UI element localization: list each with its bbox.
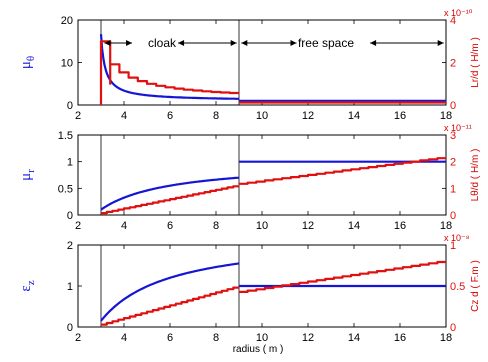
left-y-tick-label: 1.5 <box>58 130 73 142</box>
left-y-tick-label: 1 <box>67 281 73 293</box>
x-tick-label: 2 <box>75 332 81 344</box>
left-y-tick-label: 0 <box>67 322 73 334</box>
x-tick-label: 14 <box>348 220 360 232</box>
x-tick-label: 2 <box>75 220 81 232</box>
right-y-tick-label: 3 <box>450 130 456 142</box>
x-tick-label: 12 <box>302 110 314 122</box>
left-y-tick-label: 2 <box>67 240 73 252</box>
free-space-arrow-left-right-arrowhead <box>290 40 297 46</box>
left-y-axis-label: μr <box>18 169 37 181</box>
cloak-arrow-left-left-arrowhead <box>104 40 111 46</box>
left-y-tick-label: 20 <box>61 15 73 27</box>
annotations: cloak free space <box>104 36 444 50</box>
series-mu_r-segment-1 <box>100 176 240 211</box>
left-y-axis-label: μθ <box>18 56 37 69</box>
x-tick-label: 6 <box>167 332 173 344</box>
series-L_theta_staircase-segment-1 <box>101 185 239 215</box>
cloak-arrow-right-right-arrowhead <box>230 40 237 46</box>
x-tick-label: 18 <box>440 110 452 122</box>
x-tick-label: 8 <box>213 332 219 344</box>
right-y-tick-label: 2 <box>450 58 456 70</box>
series-C_z_staircase-segment-1 <box>101 286 239 326</box>
right-y-axis-label: Lr/d ( H/m ) <box>470 37 481 88</box>
series-L_r_staircase-segment-1 <box>99 40 239 105</box>
series-L_theta_staircase-segment-2 <box>239 157 446 185</box>
left-y-tick-label: 0 <box>67 100 73 112</box>
x-tick-label: 12 <box>302 332 314 344</box>
series-mu_theta-segment-1 <box>99 34 239 100</box>
right-y-tick-label: 0 <box>450 100 456 112</box>
x-tick-label: 4 <box>121 332 127 344</box>
annotation-free-space: free space <box>298 36 354 50</box>
x-tick-label: 10 <box>256 110 268 122</box>
left-y-axis-label: εz <box>18 280 37 291</box>
x-tick-label: 10 <box>256 332 268 344</box>
right-y-axis-label: Cz d ( F.m ) <box>470 260 481 312</box>
right-y-tick-label: 2 <box>450 157 456 169</box>
free-space-arrow-right-left-arrowhead <box>370 40 377 46</box>
annotation-cloak: cloak <box>148 36 177 50</box>
x-tick-label: 8 <box>213 220 219 232</box>
right-y-tick-label: 0 <box>450 322 456 334</box>
series-C_z_staircase-segment-2 <box>239 260 446 293</box>
right-y-tick-label: 1 <box>450 183 456 195</box>
series-eps_z-segment-1 <box>100 262 240 322</box>
x-tick-label: 14 <box>348 110 360 122</box>
right-y-tick-label: 1 <box>450 240 456 252</box>
x-tick-label: 6 <box>167 110 173 122</box>
right-y-axis-label: Lθ/d ( H/m ) <box>470 149 481 202</box>
plot-frame <box>77 134 447 216</box>
left-y-label-main: ε <box>18 285 34 291</box>
left-y-label-subscript: z <box>25 280 37 285</box>
x-tick-label: 16 <box>394 332 406 344</box>
cloak-arrow-left-right-arrowhead <box>126 40 133 46</box>
left-y-tick-label: 0.5 <box>58 183 73 195</box>
x-tick-label: 16 <box>394 110 406 122</box>
right-y-exponent: x 10⁻⁸ <box>444 233 470 243</box>
x-axis-label: radius ( m ) <box>233 344 284 355</box>
right-y-exponent: x 10⁻¹¹ <box>444 123 472 133</box>
x-tick-label: 18 <box>440 332 452 344</box>
left-y-label-main: μ <box>18 173 34 181</box>
x-tick-label: 16 <box>394 220 406 232</box>
x-tick-label: 12 <box>302 220 314 232</box>
right-y-tick-label: 0.5 <box>450 281 465 293</box>
x-tick-label: 18 <box>440 220 452 232</box>
free-space-arrow-right-right-arrowhead <box>437 40 444 46</box>
x-tick-label: 4 <box>121 110 127 122</box>
cloak-arrow-right-left-arrowhead <box>178 40 185 46</box>
left-y-label-main: μ <box>18 61 34 69</box>
x-tick-label: 4 <box>121 220 127 232</box>
right-y-exponent: x 10⁻¹⁰ <box>444 8 473 18</box>
x-tick-label: 10 <box>256 220 268 232</box>
x-tick-label: 14 <box>348 332 360 344</box>
left-y-tick-label: 1 <box>67 157 73 169</box>
left-y-label-subscript: θ <box>25 56 37 61</box>
right-y-tick-label: 4 <box>450 15 456 27</box>
x-tick-label: 8 <box>213 110 219 122</box>
right-y-tick-label: 0 <box>450 210 456 222</box>
x-tick-label: 6 <box>167 220 173 232</box>
free-space-arrow-left-left-arrowhead <box>241 40 248 46</box>
left-y-tick-label: 10 <box>61 58 73 70</box>
x-tick-label: 2 <box>75 110 81 122</box>
left-y-label-subscript: r <box>25 169 37 173</box>
left-y-tick-label: 0 <box>67 210 73 222</box>
